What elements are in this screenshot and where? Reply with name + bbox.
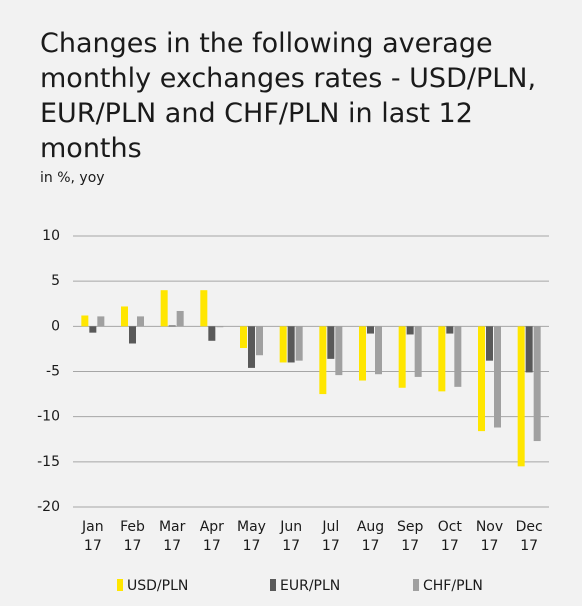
y-tick-label: 0 [51, 318, 60, 334]
chart-subtitle: in %, yoy [40, 170, 105, 186]
bar [406, 326, 414, 335]
bar [494, 326, 501, 428]
bar [486, 326, 493, 361]
bar [319, 326, 327, 395]
bar [216, 326, 224, 328]
bar [525, 326, 533, 373]
bar [287, 326, 295, 363]
x-tick-label: Feb 17 [120, 519, 145, 554]
y-tick-label: -5 [46, 364, 60, 380]
bar [200, 290, 208, 327]
bar [454, 326, 462, 387]
x-tick-label: Sep 17 [396, 519, 424, 554]
bar [438, 326, 446, 392]
x-tick-label: Jul 17 [321, 519, 340, 554]
x-tick-label: Aug 17 [356, 519, 385, 554]
x-tick-label: Jan 17 [82, 519, 104, 554]
bar [279, 326, 287, 363]
x-tick-label: May 17 [237, 519, 266, 554]
bar [414, 326, 422, 377]
bar [446, 326, 454, 334]
bar [208, 326, 216, 341]
y-tick-label: 10 [42, 228, 60, 244]
bar [478, 326, 485, 432]
legend-marker [117, 579, 123, 591]
bar [248, 326, 255, 368]
x-tick-label: Dec 17 [515, 519, 543, 554]
bar [89, 326, 97, 333]
y-tick-label: 5 [51, 273, 60, 289]
x-tick-label: Mar 17 [158, 519, 186, 554]
legend-marker [413, 579, 419, 591]
y-tick-label: -20 [37, 499, 60, 515]
bar [240, 326, 247, 349]
bar [359, 326, 366, 381]
bar [367, 326, 374, 334]
bar [168, 325, 176, 327]
bar [335, 326, 343, 376]
bar [81, 315, 89, 327]
bar [129, 326, 136, 344]
bar [97, 316, 105, 327]
bar [533, 326, 541, 442]
bar [121, 306, 128, 327]
x-tick-label: Nov 17 [475, 519, 504, 554]
x-tick-label: Apr 17 [199, 519, 224, 554]
bar [160, 290, 168, 327]
bar [517, 326, 525, 467]
x-tick-label: Oct 17 [437, 519, 462, 554]
bar [398, 326, 406, 388]
legend-label: CHF/PLN [423, 578, 483, 594]
bar [327, 326, 335, 359]
y-tick-label: -10 [37, 409, 60, 425]
legend-label: USD/PLN [127, 578, 188, 594]
bar [176, 310, 184, 327]
legend-marker [270, 579, 276, 591]
bar [375, 326, 382, 375]
bar [295, 326, 303, 361]
legend-label: EUR/PLN [280, 578, 340, 594]
bar [256, 326, 263, 356]
chart-title: Changes in the following average monthly… [40, 28, 537, 164]
y-tick-label: -15 [37, 454, 60, 470]
bar [137, 316, 144, 327]
x-tick-label: Jun 17 [280, 519, 303, 554]
